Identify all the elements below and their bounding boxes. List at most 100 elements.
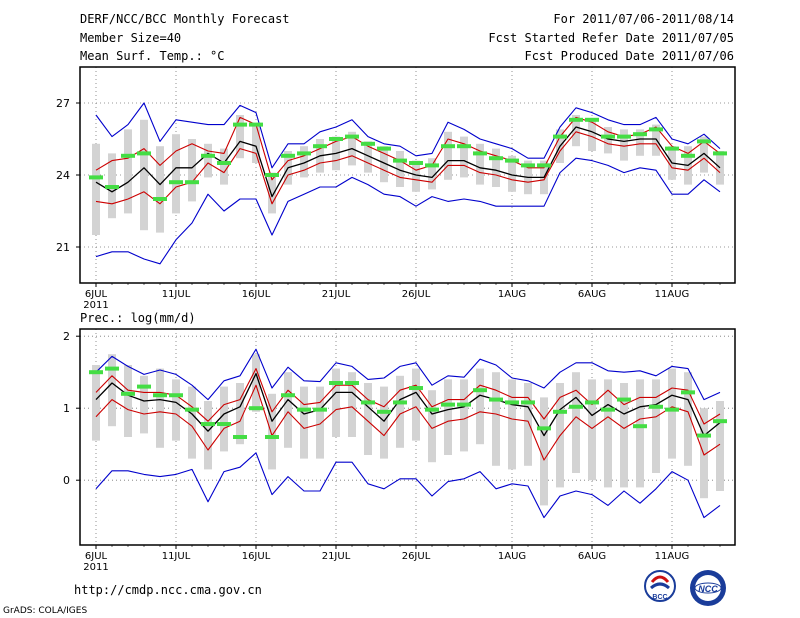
temp-forecast-marker	[585, 117, 599, 122]
prec-forecast-marker	[537, 426, 551, 431]
temp-range-box	[492, 148, 500, 187]
prec-range-box	[124, 365, 132, 437]
temp-ytick-label: 24	[56, 169, 70, 182]
prec-forecast-marker	[345, 381, 359, 385]
temp-xtick-label: 16JUL	[242, 289, 271, 300]
prec-range-box	[172, 379, 180, 441]
temp-forecast-marker	[617, 134, 631, 139]
prec-forecast-marker	[137, 384, 151, 389]
forecast-period: For 2011/07/06-2011/08/14	[553, 12, 734, 26]
temp-range-box	[220, 148, 228, 185]
temp-range-box	[396, 151, 404, 187]
prec-forecast-marker	[153, 393, 167, 398]
prec-max-line	[95, 348, 721, 401]
temp-forecast-marker	[121, 153, 135, 158]
temp-range-box	[156, 146, 164, 233]
temp-range-box	[92, 143, 100, 235]
grads-credit: GrADS: COLA/IGES	[3, 606, 88, 616]
temp-forecast-marker	[89, 175, 103, 180]
ncc-logo-text: NCC	[698, 584, 718, 594]
temp-forecast-marker	[137, 151, 151, 156]
prec-forecast-marker	[169, 393, 183, 398]
temp-range-box	[460, 136, 468, 178]
prec-range-box	[332, 368, 340, 437]
temp-ytick-label: 21	[56, 241, 70, 254]
prec-ytick-label: 2	[63, 330, 70, 343]
prec-lower-line	[95, 384, 721, 461]
prec-range-box	[380, 386, 388, 459]
temp-upper-line	[95, 116, 721, 181]
temp-range-box	[252, 124, 260, 163]
prec-range-box	[284, 372, 292, 448]
temp-forecast-marker	[649, 127, 663, 132]
variable-temp-label: Mean Surf. Temp.: °C	[80, 49, 225, 63]
temp-forecast-marker	[185, 180, 199, 185]
prec-frame	[79, 328, 736, 546]
temp-range-box	[444, 131, 452, 180]
temp-xtick-label: 21JUL	[322, 289, 351, 300]
prec-forecast-marker	[249, 406, 263, 411]
prec-forecast-marker	[457, 402, 471, 407]
prec-forecast-marker	[297, 407, 311, 412]
prec-forecast-marker	[681, 390, 695, 395]
temp-forecast-marker	[313, 144, 327, 149]
member-size: Member Size=40	[80, 31, 182, 45]
prec-range-box	[524, 383, 532, 466]
prec-range-box	[668, 368, 676, 459]
temp-forecast-marker	[377, 146, 391, 151]
prec-range-box	[268, 393, 276, 470]
temp-forecast-marker	[505, 158, 519, 163]
prec-range-box	[300, 386, 308, 459]
temp-forecast-marker	[153, 197, 167, 201]
prec-range-box	[316, 386, 324, 459]
prec-forecast-marker	[649, 404, 663, 409]
prec-forecast-marker	[425, 407, 439, 412]
prec-range-box	[652, 379, 660, 473]
temp-forecast-marker	[217, 161, 231, 165]
prec-forecast-marker	[617, 397, 631, 402]
forecast-title: DERF/NCC/BCC Monthly Forecast	[80, 12, 290, 26]
prec-forecast-marker	[281, 393, 295, 398]
temp-xtick-label: 1AUG	[498, 289, 526, 300]
temp-range-box	[204, 143, 212, 178]
prec-forecast-marker	[201, 422, 215, 427]
prec-forecast-marker	[633, 424, 647, 429]
temp-forecast-marker	[361, 141, 375, 146]
prec-forecast-marker	[697, 433, 711, 438]
institution-logos: BCC NCC	[644, 570, 726, 606]
temp-forecast-marker	[473, 151, 487, 156]
start-refer-date: Fcst Started Refer Date 2011/07/05	[488, 31, 734, 45]
temp-range-box	[428, 158, 436, 190]
temp-xtick-label: 6AUG	[578, 289, 606, 300]
prec-xtick-label: 6AUG	[578, 551, 606, 562]
temp-range-box	[268, 172, 276, 214]
temp-range-box	[124, 129, 132, 214]
prec-xtick-label: 11JUL	[162, 551, 191, 562]
temp-range-box	[572, 115, 580, 147]
temp-xtick-label: 11JUL	[162, 289, 191, 300]
prec-min-line	[95, 452, 721, 519]
temp-frame	[79, 66, 736, 284]
temp-range-box	[236, 115, 244, 159]
prec-forecast-marker	[185, 407, 199, 412]
prec-range-box	[220, 386, 228, 452]
temp-forecast-marker	[569, 117, 583, 122]
bcc-logo-text: BCC	[652, 594, 667, 601]
prec-forecast-marker	[713, 419, 727, 424]
prec-range-box	[508, 379, 516, 470]
prec-range-box	[204, 401, 212, 470]
prec-forecast-marker	[89, 370, 103, 375]
prec-forecast-marker	[361, 400, 375, 405]
prec-range-box	[700, 408, 708, 499]
prec-range-box	[364, 383, 372, 455]
prec-range-box	[188, 386, 196, 459]
bcc-logo: BCC	[644, 570, 676, 602]
prec-range-box	[92, 365, 100, 441]
temp-range-box	[652, 124, 660, 156]
prec-range-box	[572, 372, 580, 473]
source-url[interactable]: http://cmdp.ncc.cma.gov.cn	[74, 583, 262, 597]
prec-xtick-label: 16JUL	[242, 551, 271, 562]
prec-forecast-marker	[393, 400, 407, 405]
